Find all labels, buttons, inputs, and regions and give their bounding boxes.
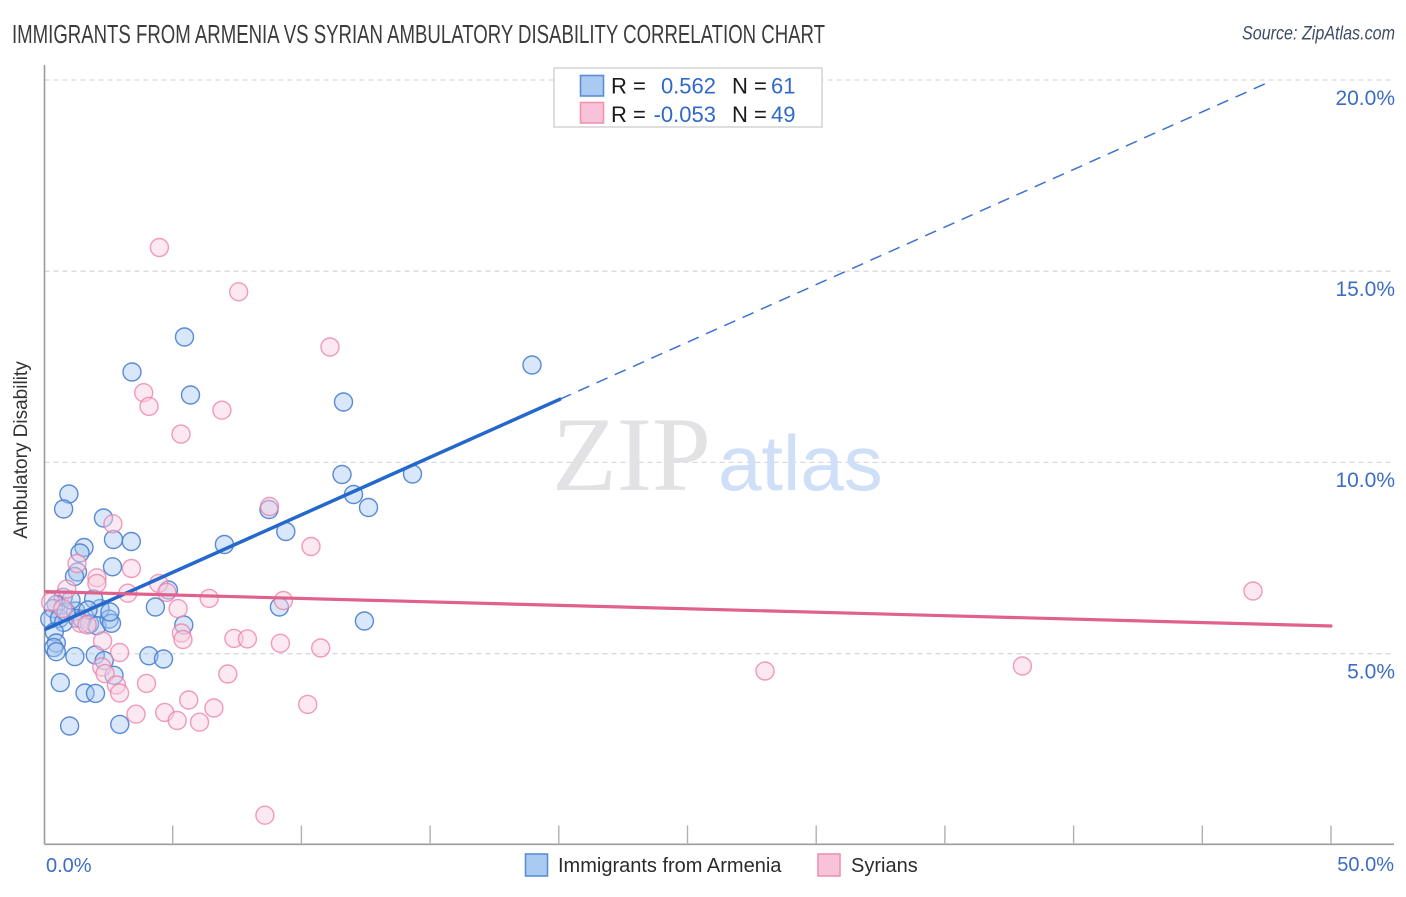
svg-text:49: 49 (771, 102, 795, 127)
svg-text:IMMIGRANTS FROM ARMENIA VS SYR: IMMIGRANTS FROM ARMENIA VS SYRIAN AMBULA… (12, 19, 825, 49)
svg-text:N =: N = (732, 74, 767, 99)
svg-text:R =: R = (611, 102, 646, 127)
svg-text:-0.053: -0.053 (654, 102, 716, 127)
svg-text:61: 61 (771, 74, 795, 99)
svg-text:Source: ZipAtlas.com: Source: ZipAtlas.com (1242, 24, 1395, 45)
svg-text:10.0%: 10.0% (1335, 469, 1395, 492)
svg-text:50.0%: 50.0% (1337, 854, 1394, 876)
svg-text:0.562: 0.562 (661, 74, 716, 99)
svg-text:R =: R = (611, 74, 646, 99)
svg-text:15.0%: 15.0% (1335, 278, 1395, 301)
svg-text:0.0%: 0.0% (46, 855, 92, 877)
svg-text:20.0%: 20.0% (1335, 87, 1395, 110)
svg-text:Syrians: Syrians (851, 855, 918, 877)
svg-text:ZIP: ZIP (552, 396, 711, 513)
svg-text:Ambulatory Disability: Ambulatory Disability (11, 361, 32, 539)
svg-text:atlas: atlas (718, 419, 883, 507)
svg-text:Immigrants from Armenia: Immigrants from Armenia (558, 855, 782, 877)
svg-text:N =: N = (732, 102, 767, 127)
svg-text:5.0%: 5.0% (1347, 661, 1395, 684)
